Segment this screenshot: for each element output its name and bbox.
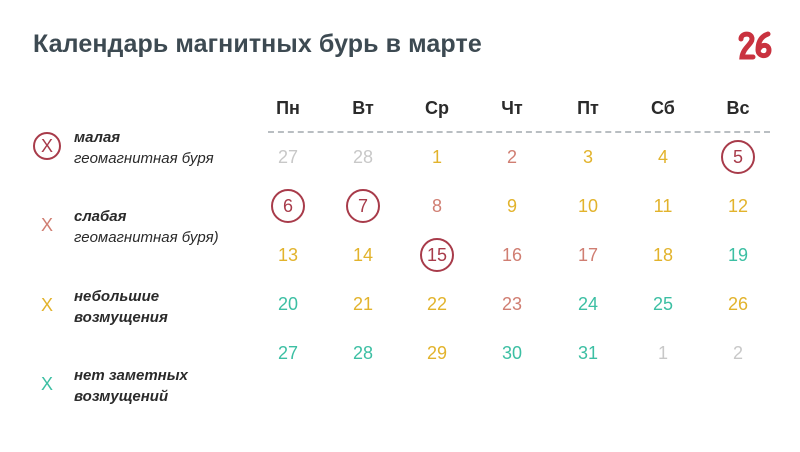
calendar-day: 15 [420, 238, 454, 272]
calendar-day: 27 [277, 342, 299, 363]
legend-mark: X [33, 132, 61, 160]
page-title: Календарь магнитных бурь в марте [33, 30, 482, 58]
legend-mark: X [40, 373, 53, 394]
calendar-day: 14 [352, 244, 374, 265]
calendar-day: 6 [271, 189, 305, 223]
legend-label-line2: геомагнитная буря) [74, 229, 219, 246]
calendar-day: 27 [277, 146, 299, 167]
calendar-day: 10 [577, 195, 599, 216]
header-divider [268, 131, 770, 133]
calendar-day: 20 [277, 293, 299, 314]
legend-mark: X [40, 214, 53, 235]
legend-label: нет заметных возмущений [74, 365, 188, 407]
calendar-day: 2 [506, 146, 517, 167]
calendar-day: 25 [652, 293, 674, 314]
calendar-day: 22 [426, 293, 448, 314]
weekday-label: Пн [276, 98, 300, 118]
legend-label-line1: слабая [74, 208, 127, 225]
calendar-day: 4 [657, 146, 668, 167]
weekday-label: Ср [425, 98, 449, 118]
logo-26 [738, 31, 772, 60]
calendar-day: 8 [431, 195, 442, 216]
calendar-day: 13 [277, 244, 299, 265]
calendar-day: 1 [431, 146, 442, 167]
legend-label-line1: нет заметных [74, 367, 188, 384]
legend-label: малая геомагнитная буря [74, 127, 214, 169]
calendar-day: 29 [426, 342, 448, 363]
legend-label-line2: возмущения [74, 309, 168, 326]
calendar-day: 3 [582, 146, 593, 167]
calendar-day: 26 [727, 293, 749, 314]
weekday-label: Вс [726, 98, 750, 118]
legend-label-line2: возмущений [74, 388, 169, 405]
weekday-label: Пт [577, 98, 599, 118]
legend-label-line2: геомагнитная буря [74, 150, 214, 167]
weekday-label: Вт [352, 98, 374, 118]
legend-mark: X [40, 294, 53, 315]
calendar-day: 31 [577, 342, 599, 363]
calendar-day: 18 [652, 244, 674, 265]
calendar-day: 17 [577, 244, 599, 265]
legend-label: слабая геомагнитная буря) [74, 206, 219, 248]
legend-label: небольшие возмущения [74, 286, 168, 328]
calendar-day: 12 [727, 195, 749, 216]
calendar-day: 21 [352, 293, 374, 314]
legend-label-line1: небольшие [74, 288, 160, 305]
calendar-day: 7 [346, 189, 380, 223]
calendar-day: 2 [732, 342, 743, 363]
calendar-day: 11 [653, 195, 673, 216]
calendar-day: 30 [501, 342, 523, 363]
calendar-day: 24 [577, 293, 599, 314]
calendar-day: 28 [352, 342, 374, 363]
calendar-day: 1 [657, 342, 668, 363]
calendar-day: 28 [352, 146, 374, 167]
calendar-day: 16 [501, 244, 523, 265]
legend-label-line1: малая [74, 129, 121, 146]
weekday-label: Сб [651, 98, 675, 118]
calendar-day: 5 [721, 140, 755, 174]
calendar-day: 23 [501, 293, 523, 314]
calendar-day: 9 [506, 195, 517, 216]
calendar-day: 19 [727, 244, 749, 265]
weekday-label: Чт [501, 98, 523, 118]
